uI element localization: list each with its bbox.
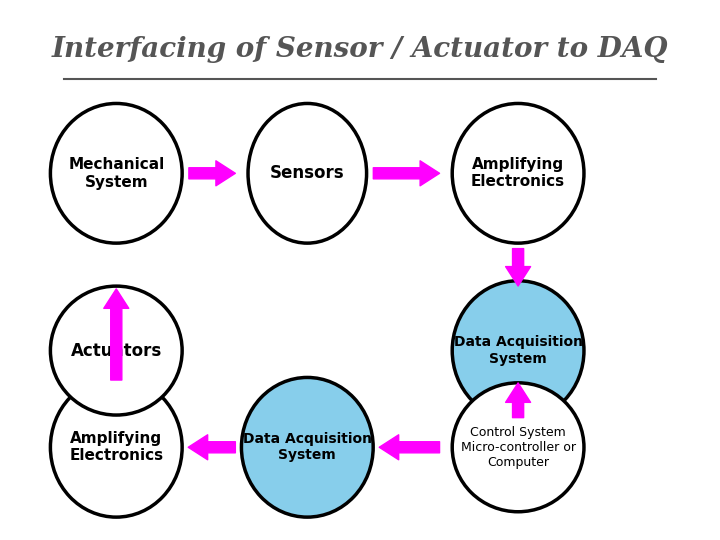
FancyBboxPatch shape xyxy=(24,0,696,540)
FancyArrowPatch shape xyxy=(104,289,129,380)
Ellipse shape xyxy=(50,286,182,415)
Text: Amplifying
Electronics: Amplifying Electronics xyxy=(69,431,163,463)
Text: Interfacing of Sensor / Actuator to DAQ: Interfacing of Sensor / Actuator to DAQ xyxy=(52,36,668,63)
Ellipse shape xyxy=(241,377,373,517)
Ellipse shape xyxy=(50,377,182,517)
FancyArrowPatch shape xyxy=(505,383,531,417)
Ellipse shape xyxy=(452,281,584,421)
Text: Amplifying
Electronics: Amplifying Electronics xyxy=(471,157,565,190)
FancyArrowPatch shape xyxy=(373,161,440,186)
Text: Data Acquisition
System: Data Acquisition System xyxy=(243,432,372,462)
Text: Actuators: Actuators xyxy=(71,342,162,360)
Ellipse shape xyxy=(452,383,584,512)
Text: Mechanical
System: Mechanical System xyxy=(68,157,164,190)
FancyArrowPatch shape xyxy=(188,435,235,460)
Ellipse shape xyxy=(248,104,366,243)
FancyArrowPatch shape xyxy=(505,248,531,286)
Ellipse shape xyxy=(452,104,584,243)
FancyArrowPatch shape xyxy=(189,161,235,186)
FancyArrowPatch shape xyxy=(379,435,440,460)
Text: Control System
Micro-controller or
Computer: Control System Micro-controller or Compu… xyxy=(461,426,575,469)
Text: Sensors: Sensors xyxy=(270,164,345,183)
Text: Data Acquisition
System: Data Acquisition System xyxy=(454,335,582,366)
Ellipse shape xyxy=(50,104,182,243)
